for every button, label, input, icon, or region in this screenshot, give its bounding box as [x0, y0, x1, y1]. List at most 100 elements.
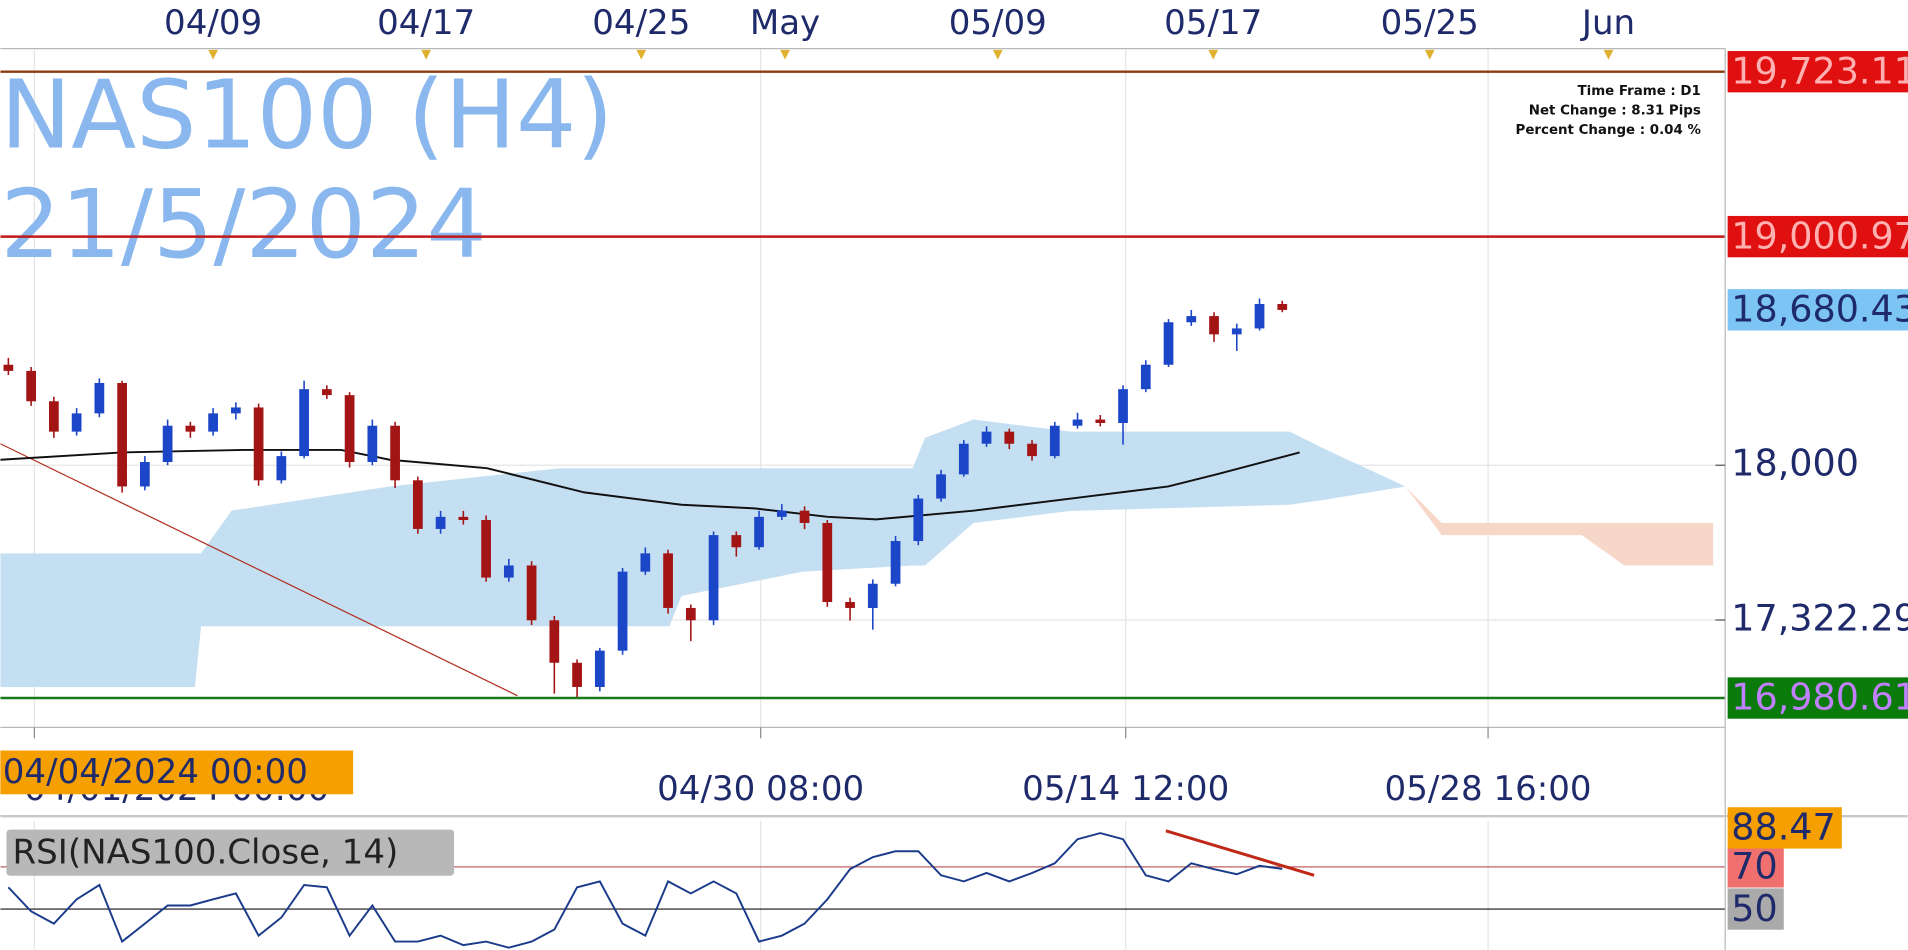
rsi-axis-label: 88.47 — [1731, 806, 1835, 849]
candle-body — [526, 565, 537, 621]
rsi-axis-label: 70 — [1731, 845, 1777, 888]
price-label-box — [1727, 289, 1908, 331]
candle-body — [1254, 303, 1265, 329]
x-tick-marker — [208, 49, 218, 60]
candle-body — [367, 425, 378, 463]
x-tick-marker — [992, 49, 1003, 60]
x-tick-marker — [421, 49, 432, 60]
x-tick-label-top: Jun — [1580, 3, 1635, 43]
cloud-area — [0, 419, 1406, 687]
price-label-box — [1727, 215, 1908, 258]
candle-body — [1277, 303, 1288, 310]
candle-body — [94, 383, 105, 414]
price-label: 18,680.43 — [1731, 288, 1908, 331]
info-box: Time Frame : D1 Net Change : 8.31 Pips P… — [1516, 84, 1701, 138]
info-line: Percent Change : 0.04 % — [1516, 123, 1701, 138]
candle-body — [1095, 419, 1106, 423]
candle-body — [26, 370, 36, 402]
price-label-box — [1727, 51, 1908, 93]
candle-body — [3, 364, 14, 371]
rsi-axis-label-box — [1727, 846, 1784, 888]
candle-body — [481, 520, 491, 578]
candle-body — [1004, 431, 1015, 444]
candle-body — [162, 425, 173, 463]
x-tick-label: 05/14 12:00 — [1022, 769, 1229, 809]
candle-body — [1140, 364, 1151, 390]
x-tick-marker — [1603, 49, 1614, 60]
candle-body — [936, 474, 946, 499]
rsi-label-text: RSI(NAS100.Close, 14) — [13, 832, 399, 872]
x-tick-marker — [780, 49, 790, 60]
candle-body — [1049, 425, 1060, 457]
candle-body — [913, 498, 924, 542]
candle-body — [1231, 328, 1242, 335]
price-labels: 18,000 17,322.29 19,723.11 19,000.97 16,980.… — [1715, 49, 1908, 930]
candle-body — [458, 516, 469, 521]
candle-body — [503, 565, 514, 578]
candle-body — [572, 662, 582, 687]
moving-average — [0, 448, 1300, 521]
rsi-label: RSI(NAS100.Close, 14) — [6, 829, 455, 876]
candle-body — [549, 620, 560, 663]
info-line: Time Frame : D1 — [1578, 84, 1701, 99]
main-plot: NAS100 (H4) 21/5/2024 — [0, 48, 1726, 728]
rsi-trend-line — [1165, 829, 1315, 877]
candle-body — [1027, 443, 1037, 457]
x-tick-label-top: 05/17 — [1164, 3, 1262, 43]
x-tick-label-top: 04/17 — [377, 3, 475, 43]
candle-body — [731, 535, 742, 548]
candle-body — [140, 462, 150, 487]
watermark-date: 21/5/2024 — [0, 170, 486, 280]
x-tick-label-top: 05/25 — [1381, 3, 1479, 43]
rsi-plot — [0, 821, 1726, 950]
candle-body — [208, 413, 218, 432]
x-tick-marker — [1424, 49, 1435, 60]
rsi-line — [7, 832, 1283, 949]
y-tick-label: 18,000 — [1731, 442, 1859, 485]
candle-body — [867, 583, 878, 608]
rsi-axis-label-box — [1727, 807, 1842, 849]
cursor-label-box — [0, 750, 354, 795]
axes — [0, 48, 1908, 950]
candle-body — [958, 443, 969, 475]
x-tick-label: 05/28 16:00 — [1385, 769, 1592, 809]
watermark-title: NAS100 (H4) — [0, 61, 613, 171]
rsi-axis-label: 50 — [1731, 887, 1777, 930]
candle-body — [412, 480, 423, 529]
price-label-box — [1727, 677, 1908, 719]
candle-body — [754, 516, 764, 548]
price-label: 19,000.97 — [1731, 214, 1908, 257]
candle-body — [185, 425, 196, 432]
candle-body — [708, 535, 719, 621]
candle-body — [981, 431, 992, 444]
rsi-label-box — [6, 829, 455, 876]
candle-body — [321, 389, 332, 396]
info-line: Net Change : 8.31 Pips — [1529, 104, 1701, 119]
cursor-label: 04/04/2024 00:00 — [0, 750, 354, 795]
candle-body — [230, 407, 241, 414]
candle-body — [1209, 316, 1219, 335]
candle-body — [1118, 389, 1128, 423]
candle-body — [49, 401, 59, 432]
y-tick-label: 17,322.29 — [1731, 596, 1908, 639]
x-tick-marker — [1208, 49, 1219, 60]
x-tick-label-top: 04/09 — [164, 3, 262, 43]
x-tick-label: 04/30 08:00 — [657, 769, 864, 809]
x-tick-marker — [636, 49, 647, 60]
price-label: 16,980.61 — [1731, 676, 1908, 719]
candle-body — [776, 510, 787, 517]
candle-body — [299, 389, 309, 457]
candle-body — [685, 607, 696, 621]
candle-body — [663, 553, 673, 608]
candle-body — [617, 571, 628, 651]
candle-body — [71, 413, 82, 432]
x-tick-label-top: 04/25 — [592, 3, 690, 43]
rsi-axis-label-box — [1727, 888, 1784, 930]
candle-body — [435, 516, 446, 529]
candle-body — [594, 650, 605, 687]
x-tick-label-top: 05/09 — [949, 3, 1047, 43]
candle-body — [1186, 316, 1197, 323]
candle-body — [890, 541, 901, 584]
cloud-area — [1405, 486, 1714, 566]
